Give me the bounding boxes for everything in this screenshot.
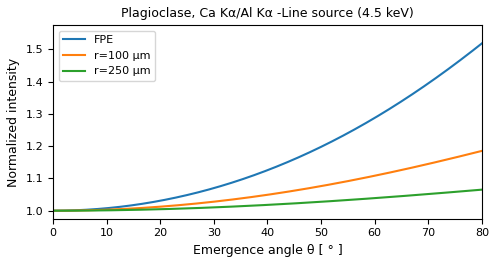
r=100 μm: [384, 171, 390, 175]
r=100 μm: [94, 209, 100, 212]
FPE: [345, 132, 351, 135]
Line: r=250 μm: r=250 μm: [53, 190, 482, 211]
r=100 μm: [479, 149, 485, 152]
r=250 μm: [384, 196, 390, 199]
r=100 μm: [392, 170, 398, 173]
r=250 μm: [345, 199, 351, 202]
Line: r=100 μm: r=100 μm: [53, 151, 482, 211]
Legend: FPE, r=100 μm, r=250 μm: FPE, r=100 μm, r=250 μm: [59, 31, 155, 81]
Y-axis label: Normalized intensity: Normalized intensity: [7, 58, 20, 187]
r=250 μm: [479, 188, 485, 191]
r=250 μm: [239, 205, 245, 208]
FPE: [239, 178, 245, 181]
r=100 μm: [50, 209, 56, 212]
FPE: [94, 208, 100, 211]
r=250 μm: [50, 209, 56, 212]
r=100 μm: [345, 180, 351, 183]
r=250 μm: [392, 195, 398, 198]
Title: Plagioclase, Ca Kα/Al Kα -Line source (4.5 keV): Plagioclase, Ca Kα/Al Kα -Line source (4…: [121, 7, 414, 20]
r=100 μm: [224, 199, 230, 202]
FPE: [224, 183, 230, 186]
r=250 μm: [224, 205, 230, 209]
r=250 μm: [94, 209, 100, 212]
FPE: [479, 42, 485, 45]
FPE: [392, 104, 398, 107]
FPE: [384, 109, 390, 112]
r=100 μm: [239, 197, 245, 200]
Line: FPE: FPE: [53, 43, 482, 211]
X-axis label: Emergence angle θ [ ° ]: Emergence angle θ [ ° ]: [192, 244, 342, 257]
FPE: [50, 209, 56, 212]
